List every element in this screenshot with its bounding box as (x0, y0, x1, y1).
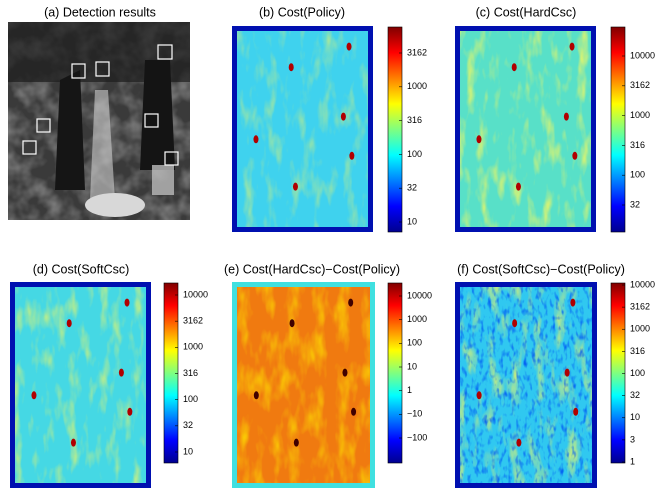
heatmap (10, 282, 151, 488)
colorbar-tick-label: 32 (630, 199, 640, 209)
colorbar (387, 26, 403, 233)
hotspot (573, 407, 579, 416)
heatmap-texture (237, 31, 368, 227)
hotspot (515, 182, 521, 191)
hotspot (570, 298, 576, 307)
hotspot (351, 407, 357, 416)
colorbar-tick-label: 3162 (183, 316, 203, 326)
colorbar-tick-label: 32 (183, 420, 193, 430)
colorbar-tick-label: 10000 (630, 279, 655, 289)
hotspot (253, 391, 259, 400)
colorbar-tick-label: 1000 (630, 110, 650, 120)
heatmap-texture (460, 31, 591, 227)
hotspot (342, 368, 348, 377)
hotspot (572, 151, 578, 160)
colorbar-tick-label: 1 (630, 456, 635, 466)
panel-title: (a) Detection results (44, 5, 156, 19)
colorbar-tick-label: 1000 (407, 81, 427, 91)
hotspot (292, 182, 298, 191)
panel-title: (c) Cost(HardCsc) (476, 5, 577, 19)
colorbar-tick-label: 3 (630, 434, 635, 444)
colorbar-tick-label: 316 (630, 140, 645, 150)
colorbar-tick-label: 1000 (407, 314, 427, 324)
heatmap (455, 26, 596, 232)
colorbar-tick-label: −100 (407, 432, 427, 442)
panel-title: (b) Cost(Policy) (259, 5, 345, 19)
photo (8, 22, 190, 220)
colorbar-tick-label: 100 (183, 394, 198, 404)
panel-title: (d) Cost(SoftCsc) (33, 262, 130, 276)
colorbar-tick-label: 32 (630, 390, 640, 400)
hotspot (476, 391, 482, 400)
colorbar-tick-label: 100 (630, 170, 645, 180)
hotspot (293, 438, 299, 447)
hotspot (564, 368, 570, 377)
hotspot (349, 151, 355, 160)
colorbar-tick-label: 10000 (407, 290, 432, 300)
heatmap-texture (15, 287, 146, 483)
panel-title: (f) Cost(SoftCsc)−Cost(Policy) (457, 262, 625, 276)
hotspot (124, 298, 130, 307)
hotspot (512, 319, 518, 328)
heatmap (232, 26, 373, 232)
colorbar-tick-label: 1000 (183, 342, 203, 352)
colorbar-tick-label: 316 (407, 115, 422, 125)
hotspot (348, 298, 354, 307)
colorbar-tick-label: 3162 (630, 80, 650, 90)
hotspot (340, 112, 346, 121)
hotspot (127, 407, 133, 416)
hotspot (289, 319, 295, 328)
hotspot (569, 42, 575, 51)
colorbar-tick-label: 316 (183, 368, 198, 378)
colorbar-tick-label: 10 (630, 412, 640, 422)
colorbar-tick-label: 316 (630, 346, 645, 356)
heatmap-texture (460, 287, 592, 483)
hotspot (31, 391, 37, 400)
colorbar-tick-label: 100 (407, 149, 422, 159)
colorbar-tick-label: −10 (407, 409, 422, 419)
hotspot (563, 112, 569, 121)
colorbar-tick-label: 32 (407, 183, 417, 193)
colorbar (163, 282, 179, 464)
hotspot (118, 368, 124, 377)
colorbar-tick-label: 100 (630, 368, 645, 378)
heatmap-texture (237, 287, 370, 483)
colorbar-tick-label: 3162 (407, 47, 427, 57)
colorbar (610, 26, 626, 233)
hotspot (511, 63, 517, 72)
colorbar (610, 282, 626, 464)
hotspot (476, 135, 482, 144)
hotspot (66, 319, 72, 328)
hotspot (253, 135, 259, 144)
heatmap (232, 282, 375, 488)
panel-title: (e) Cost(HardCsc)−Cost(Policy) (224, 262, 400, 276)
colorbar-tick-label: 3162 (630, 302, 650, 312)
colorbar (387, 282, 403, 464)
colorbar-tick-label: 10000 (183, 289, 208, 299)
colorbar-tick-label: 10000 (630, 50, 655, 60)
colorbar-tick-label: 10 (183, 446, 193, 456)
colorbar-tick-label: 10 (407, 216, 417, 226)
hotspot (346, 42, 352, 51)
hotspot (516, 438, 522, 447)
colorbar-tick-label: 10 (407, 361, 417, 371)
hotspot (70, 438, 76, 447)
hotspot (288, 63, 294, 72)
heatmap (455, 282, 597, 488)
colorbar-tick-label: 1 (407, 385, 412, 395)
colorbar-tick-label: 100 (407, 338, 422, 348)
colorbar-tick-label: 1000 (630, 324, 650, 334)
